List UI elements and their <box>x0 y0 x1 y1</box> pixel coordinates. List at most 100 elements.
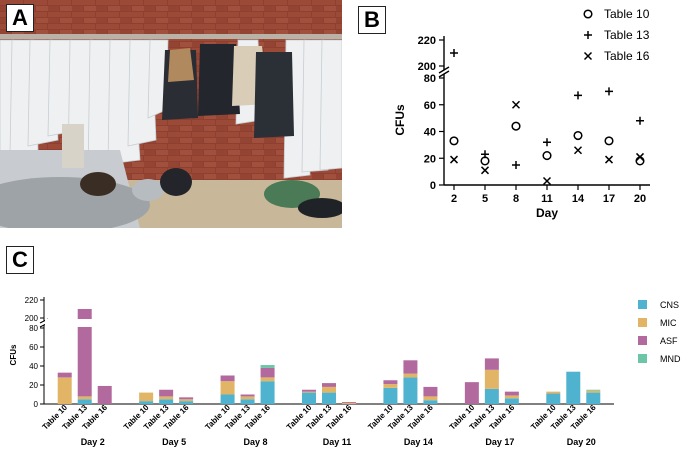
legend-label: Table 13 <box>604 28 650 42</box>
panel-label-b: B <box>358 6 386 34</box>
lab-coat-room-photo <box>0 0 346 233</box>
data-point <box>449 136 459 146</box>
y-tick-label: 220 <box>418 35 436 47</box>
bar-segment-asf <box>302 389 316 392</box>
data-point <box>542 176 552 186</box>
bar-segment-cns <box>139 401 154 404</box>
bar-segment-cns <box>383 387 398 404</box>
bar-segment-mic <box>260 377 275 382</box>
legend-label: MND <box>660 354 681 364</box>
panel-label-a: A <box>6 4 34 32</box>
bar-segment-mic <box>383 384 398 388</box>
y-tick-label: 40 <box>29 362 38 371</box>
legend-label: Table 10 <box>604 7 650 21</box>
bar-segment-mic <box>504 395 519 399</box>
y-tick-label: 200 <box>418 61 436 73</box>
bar-segment-cns <box>566 371 581 404</box>
stacked-bar-chart-panel: 0 20 40 60 80 200 220 CFUs Table 10 Table 13 Tabl… <box>0 240 685 452</box>
bar-segment-asf <box>260 367 275 378</box>
day-group-label: Day 20 <box>567 437 596 447</box>
data-point <box>573 146 583 155</box>
y-tick-label: 20 <box>29 381 38 390</box>
legend-label: ASF <box>660 336 678 346</box>
day-group-label: Day 14 <box>404 437 433 447</box>
bar-segment-mic <box>240 396 255 400</box>
data-point <box>450 49 458 57</box>
data-point <box>511 100 521 109</box>
y-tick-label: 60 <box>29 343 38 352</box>
data-point <box>635 156 645 166</box>
bar-segment-mic <box>403 373 418 378</box>
x-tick-label: 17 <box>603 193 615 205</box>
x-tick-label: 20 <box>634 193 646 205</box>
bar-segment-mic <box>322 386 336 393</box>
legend-marker <box>583 51 593 61</box>
bar-segment-mic <box>342 403 356 404</box>
data-point <box>542 151 552 161</box>
data-point <box>605 87 613 96</box>
bar-segment-mic <box>423 396 438 401</box>
day-group-label: Day 11 <box>323 437 352 447</box>
legend-swatch <box>638 300 647 309</box>
bar-segment-mic <box>139 392 154 402</box>
data-point <box>635 152 645 161</box>
legend-label: Table 16 <box>604 49 650 63</box>
panel-label-c: C <box>6 246 34 274</box>
bar-segment-cns <box>586 392 601 404</box>
x-axis-title: Day <box>536 206 558 220</box>
data-point <box>636 116 644 125</box>
bar-segment-cns <box>423 400 438 404</box>
legend-swatch <box>638 336 647 345</box>
data-point <box>574 91 582 100</box>
data-point <box>480 166 490 175</box>
axis-break-gap <box>45 319 615 327</box>
legend-label: MIC <box>660 318 677 328</box>
bar-segment-mic <box>302 391 316 393</box>
bar-segment-asf <box>240 394 255 397</box>
y-axis-title: CFUs <box>9 344 18 365</box>
data-point <box>449 155 459 164</box>
bar-segment-asf <box>383 380 398 385</box>
legend-swatch <box>638 354 647 363</box>
bar-segment-cns <box>504 398 519 404</box>
y-axis-title: CFUs <box>393 104 407 136</box>
data-point <box>511 121 521 131</box>
y-tick-label: 220 <box>25 296 39 305</box>
day-group-label: Day 17 <box>485 437 514 447</box>
legend-marker <box>584 31 592 39</box>
bar-segment-cns <box>403 377 418 404</box>
bar-segment-cns <box>322 392 336 404</box>
bar-segment-asf <box>179 397 194 400</box>
y-tick-label: 0 <box>430 180 436 192</box>
y-tick-label: 80 <box>424 73 436 85</box>
bar-segment-mic <box>546 391 561 394</box>
bar-segment-cns <box>260 381 275 404</box>
y-tick-label: 20 <box>424 153 436 165</box>
bar-segment-cns <box>220 394 235 404</box>
x-tick-label: 11 <box>541 193 553 205</box>
photo-panel: A <box>0 0 346 233</box>
bar-segment-asf <box>159 389 174 397</box>
x-tick-label: 2 <box>451 193 457 205</box>
bar-segment-mic <box>586 390 601 393</box>
bar-segment-asf <box>403 360 418 374</box>
day-group-label: Day 8 <box>244 437 268 447</box>
bar-segment-cns <box>159 399 174 404</box>
data-point <box>543 138 551 147</box>
bar-segment-cns <box>179 401 194 404</box>
data-point <box>573 130 583 141</box>
y-tick-label: 60 <box>424 100 436 112</box>
y-tick-label: 40 <box>424 127 436 139</box>
bar-segment-mic <box>484 369 499 389</box>
bar-segment-asf <box>97 385 112 404</box>
bar-segment-cns <box>77 399 92 404</box>
scatter-chart-panel: 0 20 40 60 80 200 220 2 5 8 11 14 17 20 Day CFUs Table … <box>342 0 685 235</box>
bar-segment-mic <box>77 396 92 400</box>
day-group-label: Day 5 <box>162 437 186 447</box>
bar-segment-asf <box>484 358 499 370</box>
bar-segment-asf <box>342 402 356 404</box>
legend-marker <box>583 9 593 19</box>
data-point <box>512 160 520 169</box>
